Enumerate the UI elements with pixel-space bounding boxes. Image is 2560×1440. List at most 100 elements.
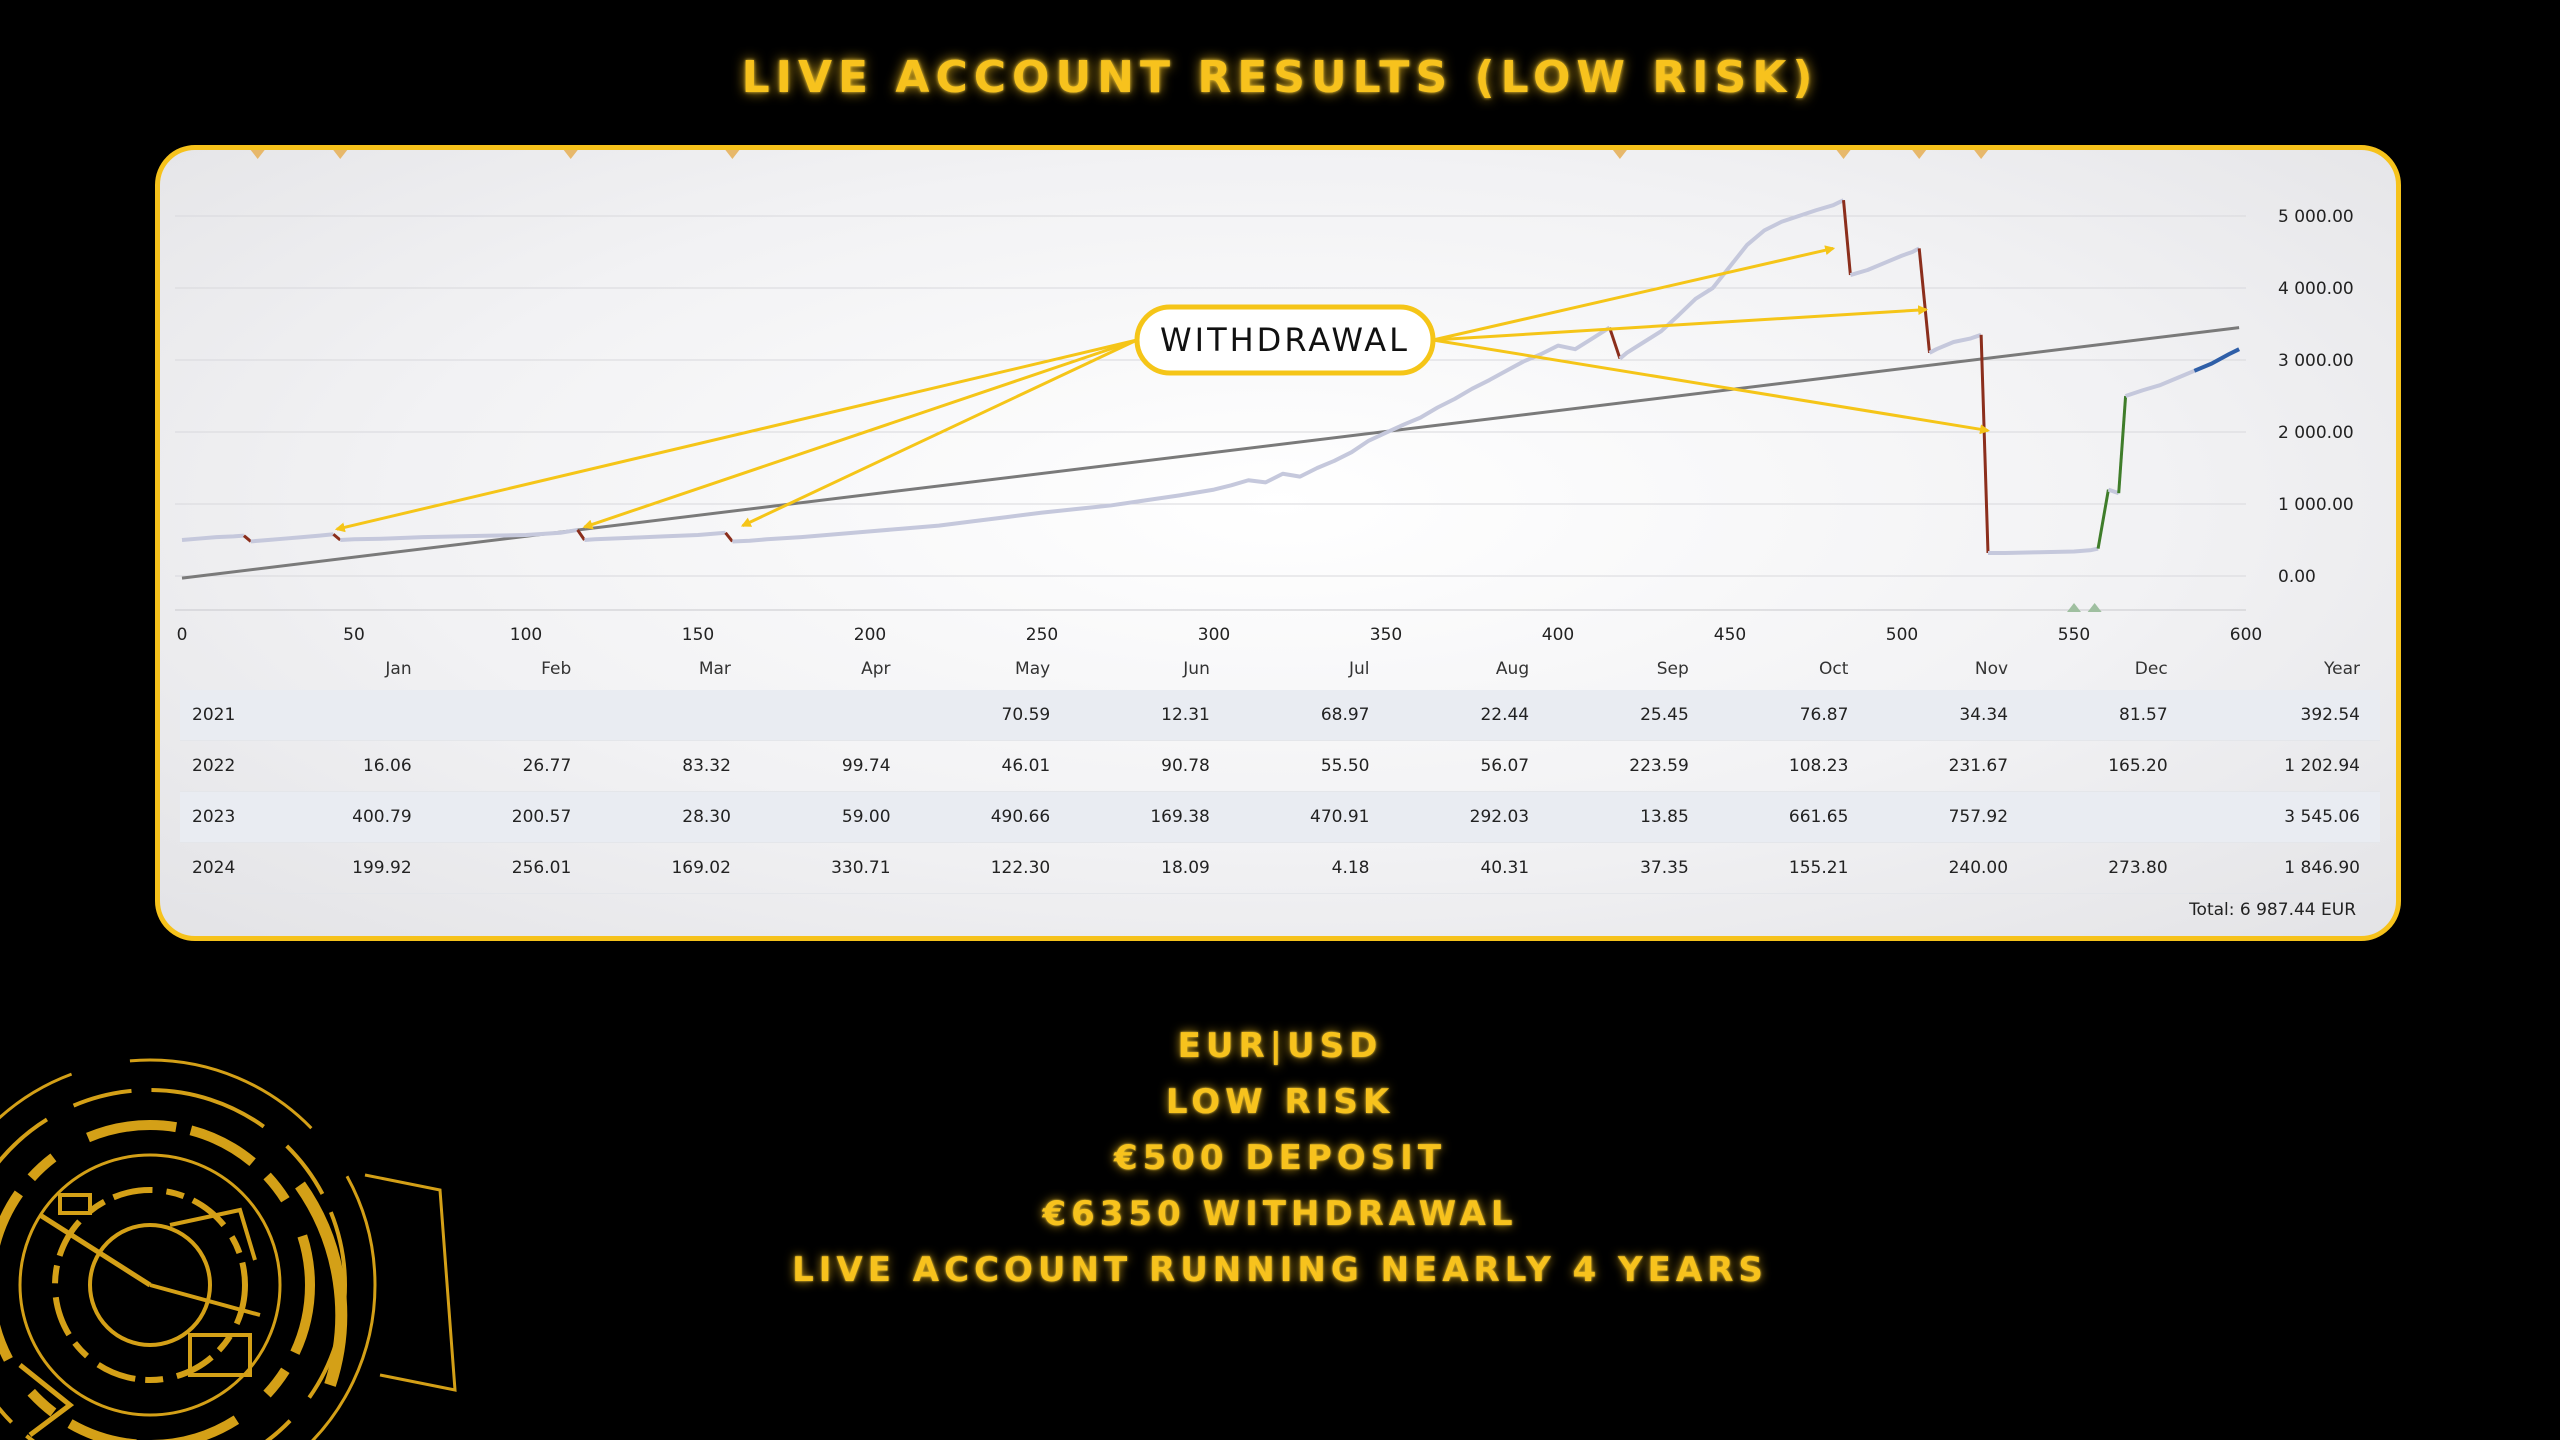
y-tick-label: 0.00 [2278,567,2316,587]
table-row: 2024 199.92 256.01 169.02 330.71 122.30 18.09 4… [180,842,2380,894]
x-tick-label: 100 [510,625,542,645]
table-row: 2022 16.06 26.77 83.32 99.74 46.01 90.78 55.50 5… [180,740,2380,792]
table-cell: 28.30 [591,791,751,843]
column-header: Nov [1974,659,2009,679]
withdrawal-drop [1842,200,1852,276]
trade-marker [1612,150,1627,159]
equity-line [1618,198,1845,361]
table-cell: 90.78 [1070,740,1230,792]
equity-line [1928,332,1982,355]
withdrawal-arrow [1432,245,1836,342]
column-header: Jan [385,659,412,679]
column-header: Oct [1819,659,1849,679]
deposit-rise [2117,395,2128,494]
withdrawal-drop [242,534,252,543]
table-cell: 99.74 [750,740,911,792]
table-cell: 200.57 [431,791,592,843]
table-cell: 4.18 [1229,842,1390,894]
table-cell: 231.67 [1868,740,2029,792]
column-header: Aug [1495,659,1530,679]
hud-decoration-icon [0,1058,457,1440]
table-cell [431,690,592,741]
table-cell: 16.06 [272,740,432,792]
equity-line [2107,487,2120,496]
pair-line: EUR|USD [1177,1026,1383,1066]
table-cell [591,690,751,741]
x-tick-label: 350 [1370,625,1402,645]
withdrawal-drop [1917,248,1932,353]
withdrawal-drop [724,531,734,543]
column-header: Sep [1656,659,1689,679]
trade-marker [1974,150,1989,159]
page-title: LIVE ACCOUNT RESULTS (LOW RISK) [741,52,1819,103]
x-tick-label: 150 [682,625,714,645]
table-cell [272,690,432,741]
table-cell: 108.23 [1708,740,1869,792]
withdrawal-drop [332,533,342,542]
table-row: 2021 70.59 12.31 68.97 22.44 25.45 76.87 34.34 8… [180,690,2380,741]
trade-marker [250,150,265,159]
table-cell: 68.97 [1229,690,1390,741]
x-tick-label: 600 [2230,625,2262,645]
table-cell: 3 545.06 [2187,791,2380,843]
column-header: Jul [1348,659,1370,679]
y-tick-label: 3 000.00 [2278,351,2354,371]
table-cell: 55.50 [1229,740,1390,792]
table-cell [2028,791,2188,843]
withdrawal-callout-box [1134,304,1436,376]
table-cell: 330.71 [750,842,911,894]
equity-line [181,533,245,542]
table-cell: 22.44 [1389,690,1550,741]
table-cell: 273.80 [2028,842,2188,894]
table-cell: 56.07 [1389,740,1550,792]
withdrawal-arrow [1432,338,1990,435]
column-header: Apr [861,659,891,679]
chart-panel: 0.00 1 000.00 2 000.00 3 000.00 4 000.00 5 00… [155,145,2401,941]
table-cell: 470.91 [1229,791,1390,843]
table-cell: 256.01 [431,842,592,894]
y-tick-label: 5 000.00 [2278,207,2354,227]
column-header: Year [2324,659,2360,679]
risk-line: LOW RISK [1165,1082,1395,1122]
table-cell: 240.00 [1868,842,2029,894]
equity-line [584,530,726,542]
table-cell: 490.66 [910,791,1071,843]
x-tick-label: 250 [1026,625,1058,645]
table-cell: 81.57 [2028,690,2188,741]
row-year: 2021 [180,690,272,741]
duration-line: LIVE ACCOUNT RUNNING NEARLY 4 YEARS [792,1250,1768,1290]
table-row: 2023 400.79 200.57 28.30 59.00 490.66 169.38 47… [180,791,2380,843]
table-cell: 757.92 [1868,791,2029,843]
table-cell: 199.92 [272,842,432,894]
table-cell: 661.65 [1708,791,1869,843]
table-cell: 18.09 [1070,842,1230,894]
table-cell: 34.34 [1868,690,2029,741]
y-tick-label: 1 000.00 [2278,495,2354,515]
column-header: Feb [541,659,572,679]
table-cell: 76.87 [1708,690,1869,741]
x-tick-label: 550 [2058,625,2090,645]
row-year: 2023 [180,791,272,843]
withdrawal-callout-label: WITHDRAWAL [1160,321,1410,359]
table-cell: 46.01 [910,740,1071,792]
trade-marker [1836,150,1851,159]
equity-line [340,527,578,542]
x-tick-label: 450 [1714,625,1746,645]
trade-marker [1912,150,1927,159]
table-cell: 25.45 [1549,690,1709,741]
withdrawal-drop [1979,334,1990,554]
trade-marker [2087,603,2102,612]
column-header [180,648,272,690]
table-cell: 169.38 [1070,791,1230,843]
column-header: Jun [1183,659,1210,679]
withdrawal-drop [576,529,586,541]
x-tick-label: 200 [854,625,886,645]
equity-line [1849,246,1921,277]
table-cell: 392.54 [2187,690,2380,741]
table-cell: 155.21 [1708,842,1869,894]
withdrawal-line: €6350 WITHDRAWAL [1042,1194,1518,1234]
row-year: 2022 [180,740,272,792]
current-equity-line [2193,347,2240,373]
withdrawal-arrow [334,338,1138,533]
table-cell: 1 846.90 [2187,842,2380,894]
